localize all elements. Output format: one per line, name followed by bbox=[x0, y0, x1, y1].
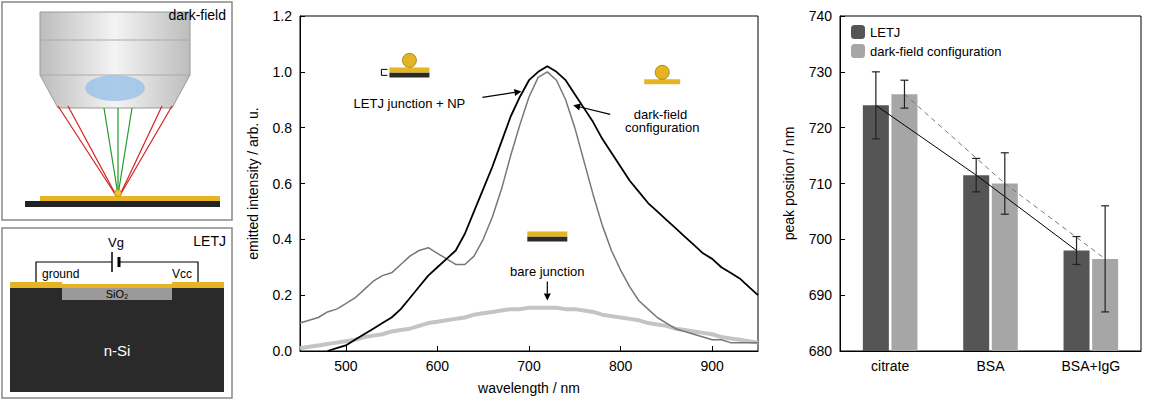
svg-text:900: 900 bbox=[701, 358, 725, 374]
svg-text:1.2: 1.2 bbox=[273, 8, 293, 24]
svg-text:peak position / nm: peak position / nm bbox=[781, 127, 797, 241]
svg-text:dark-field configuration: dark-field configuration bbox=[870, 44, 1002, 59]
svg-text:0.2: 0.2 bbox=[273, 287, 293, 303]
svg-text:680: 680 bbox=[809, 343, 833, 359]
svg-text:Vg: Vg bbox=[108, 235, 124, 250]
svg-text:700: 700 bbox=[517, 358, 541, 374]
svg-text:bare junction: bare junction bbox=[510, 264, 584, 279]
svg-text:0.0: 0.0 bbox=[273, 343, 293, 359]
svg-text:SiO₂: SiO₂ bbox=[106, 288, 129, 300]
svg-text:dark-field: dark-field bbox=[633, 107, 691, 123]
svg-text:wavelength / nm: wavelength / nm bbox=[477, 380, 580, 396]
svg-text:configuration: configuration bbox=[625, 120, 699, 135]
svg-text:Vcc: Vcc bbox=[172, 267, 192, 281]
svg-text:LETJ junction + NP: LETJ junction + NP bbox=[354, 96, 466, 111]
svg-text:0.8: 0.8 bbox=[273, 120, 293, 136]
svg-text:dark-field: dark-field bbox=[168, 7, 226, 23]
svg-text:emitted intensity / arb. u.: emitted intensity / arb. u. bbox=[245, 107, 261, 260]
svg-text:740: 740 bbox=[809, 8, 833, 24]
svg-text:n-Si: n-Si bbox=[104, 342, 131, 359]
svg-text:citrate: citrate bbox=[871, 358, 909, 374]
svg-text:730: 730 bbox=[809, 64, 833, 80]
svg-text:500: 500 bbox=[334, 358, 358, 374]
svg-text:1.0: 1.0 bbox=[273, 64, 293, 80]
svg-text:0.6: 0.6 bbox=[273, 176, 293, 192]
svg-text:BSA+IgG: BSA+IgG bbox=[1061, 358, 1120, 374]
svg-text:710: 710 bbox=[809, 176, 833, 192]
svg-text:BSA: BSA bbox=[976, 358, 1005, 374]
svg-text:LETJ: LETJ bbox=[870, 25, 900, 40]
svg-text:690: 690 bbox=[809, 287, 833, 303]
svg-text:720: 720 bbox=[809, 120, 833, 136]
svg-text:ground: ground bbox=[42, 267, 79, 281]
svg-text:LETJ: LETJ bbox=[193, 233, 226, 249]
svg-text:700: 700 bbox=[809, 231, 833, 247]
svg-text:0.4: 0.4 bbox=[273, 231, 293, 247]
svg-text:800: 800 bbox=[609, 358, 633, 374]
svg-text:600: 600 bbox=[426, 358, 450, 374]
